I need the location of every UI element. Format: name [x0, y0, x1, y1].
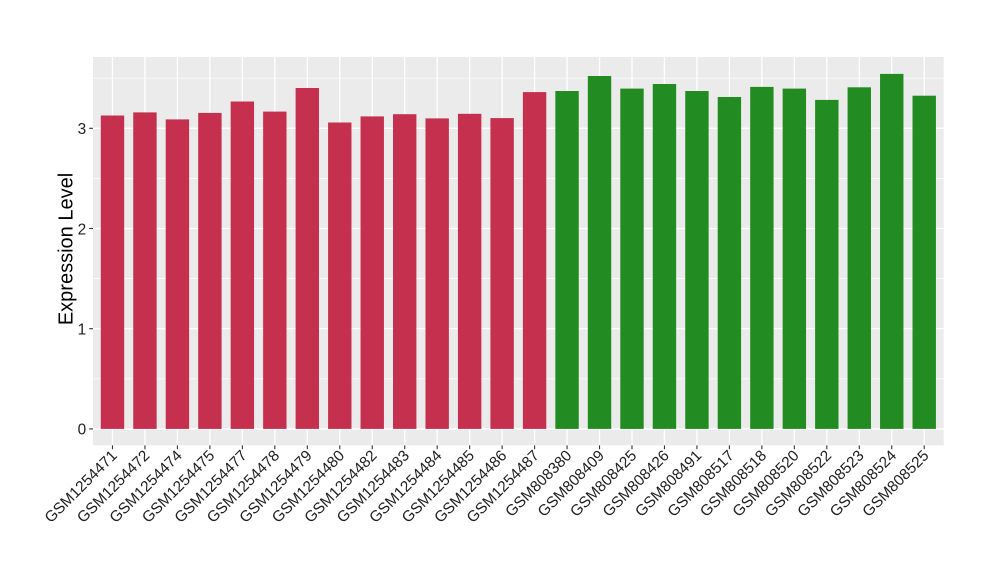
svg-text:1: 1: [78, 322, 87, 339]
svg-text:3: 3: [78, 121, 87, 138]
svg-text:Expression Level: Expression Level: [56, 173, 78, 325]
svg-text:2: 2: [78, 221, 87, 238]
svg-text:0: 0: [78, 422, 87, 439]
